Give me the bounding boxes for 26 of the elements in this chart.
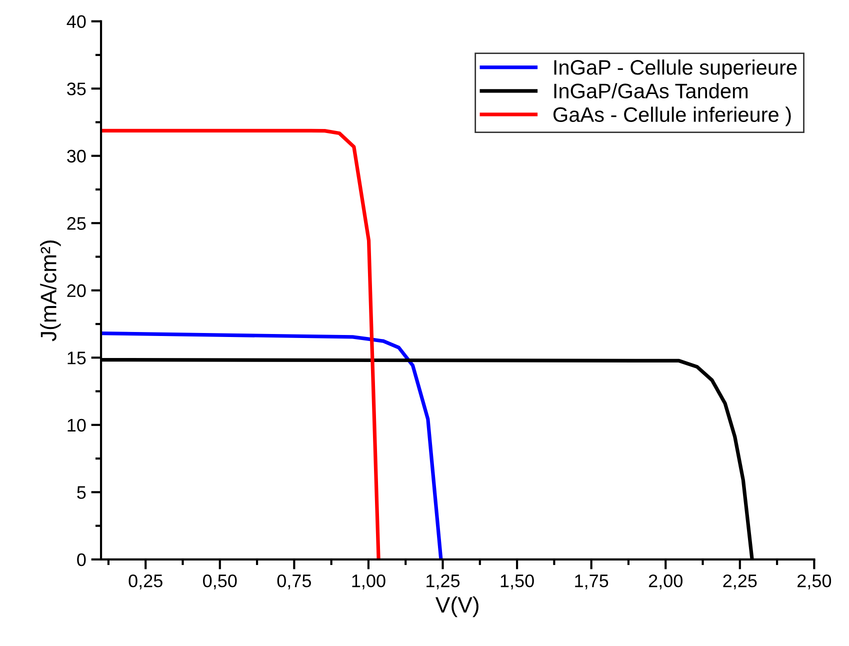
legend-label: GaAs - Cellule inferieure )	[553, 106, 791, 126]
y-tick-label: 35	[67, 82, 86, 96]
x-axis-title: V(V)	[435, 596, 478, 618]
y-axis-title: J(mA/cm²)	[40, 240, 61, 342]
y-tick-label: 10	[68, 418, 86, 432]
line-series	[101, 128, 380, 560]
x-tick-label: 2,25	[723, 574, 757, 590]
x-tick-label: 1,25	[426, 574, 460, 590]
x-tick-label: 1,75	[575, 574, 608, 590]
x-tick-label: 0,25	[128, 574, 162, 590]
y-tick-label: 25	[67, 217, 86, 230]
y-tick-label: 5	[77, 486, 86, 499]
x-tick-label: 2,50	[798, 574, 832, 590]
y-tick-label: 30	[67, 150, 86, 163]
x-tick-label: 0,75	[277, 574, 311, 590]
x-tick-label: 1,00	[352, 574, 386, 590]
y-tick-label: 0	[77, 553, 86, 566]
y-tick-label: 40	[66, 15, 86, 28]
x-tick-label: 1,50	[500, 574, 534, 590]
y-tick-label: 20	[67, 284, 86, 298]
x-tick-label: 0,50	[203, 574, 237, 590]
legend-label: InGaP - Cellule superieure	[554, 60, 797, 79]
x-tick-label: 2,00	[648, 574, 682, 590]
y-tick-label: 15	[68, 352, 86, 364]
legend-label: InGaP/GaAs Tandem	[554, 83, 748, 98]
line-series	[101, 331, 443, 560]
